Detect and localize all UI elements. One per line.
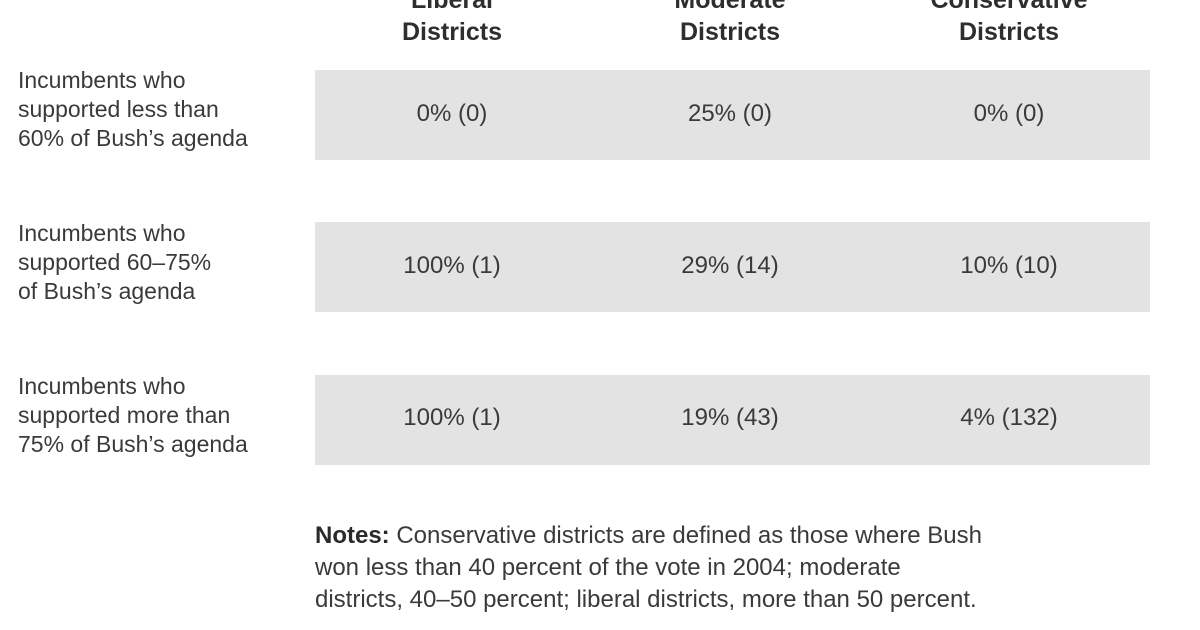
column-header-liberal: Liberal Districts bbox=[312, 0, 592, 48]
table-row-band bbox=[315, 70, 1150, 160]
table-cell: 0% (0) bbox=[416, 100, 488, 127]
row-label-line: Incumbents who bbox=[18, 373, 186, 399]
row-label-line: Incumbents who bbox=[18, 67, 186, 93]
row-label-line: 60% of Bush’s agenda bbox=[18, 125, 248, 151]
notes-line: Conservative districts are defined as th… bbox=[389, 522, 982, 549]
column-header-line1: Moderate bbox=[674, 0, 786, 14]
notes-line: districts, 40–50 percent; liberal distri… bbox=[315, 586, 977, 613]
table-cell: 100% (1) bbox=[403, 252, 501, 279]
column-header-conservative: Conservative Districts bbox=[869, 0, 1149, 48]
row-label-line: Incumbents who bbox=[18, 220, 186, 246]
table-row-band bbox=[315, 222, 1150, 312]
column-header-line2: Districts bbox=[401, 18, 503, 46]
column-header-line2: Districts bbox=[958, 18, 1060, 46]
table-notes: Notes: Conservative districts are define… bbox=[315, 520, 1185, 616]
table-cell: 4% (132) bbox=[960, 404, 1058, 431]
row-label-line: supported 60–75% bbox=[18, 249, 212, 275]
row-label-line: supported more than bbox=[18, 402, 231, 428]
row-label-over-75: Incumbents who supported more than 75% o… bbox=[18, 372, 308, 459]
notes-heading: Notes: bbox=[315, 522, 390, 549]
row-label-60-75: Incumbents who supported 60–75% of Bush’… bbox=[18, 219, 308, 306]
column-header-line1: Liberal bbox=[411, 0, 493, 14]
row-label-under-60: Incumbents who supported less than 60% o… bbox=[18, 66, 308, 153]
table-cell: 0% (0) bbox=[973, 100, 1045, 127]
table-row-band bbox=[315, 375, 1150, 465]
row-label-line: supported less than bbox=[18, 96, 219, 122]
notes-line: won less than 40 percent of the vote in … bbox=[315, 554, 901, 581]
table-cell: 29% (14) bbox=[681, 252, 779, 279]
row-label-line: of Bush’s agenda bbox=[18, 278, 196, 304]
column-header-line1: Conservative bbox=[930, 0, 1088, 14]
column-header-line2: Districts bbox=[679, 18, 781, 46]
table-cell: 25% (0) bbox=[687, 100, 773, 127]
table-cell: 100% (1) bbox=[403, 404, 501, 431]
notes-first-line: Notes: Conservative districts are define… bbox=[315, 520, 1185, 552]
table-cell: 10% (10) bbox=[960, 252, 1058, 279]
row-label-line: 75% of Bush’s agenda bbox=[18, 431, 248, 457]
column-header-moderate: Moderate Districts bbox=[590, 0, 870, 48]
table-cell: 19% (43) bbox=[681, 404, 779, 431]
